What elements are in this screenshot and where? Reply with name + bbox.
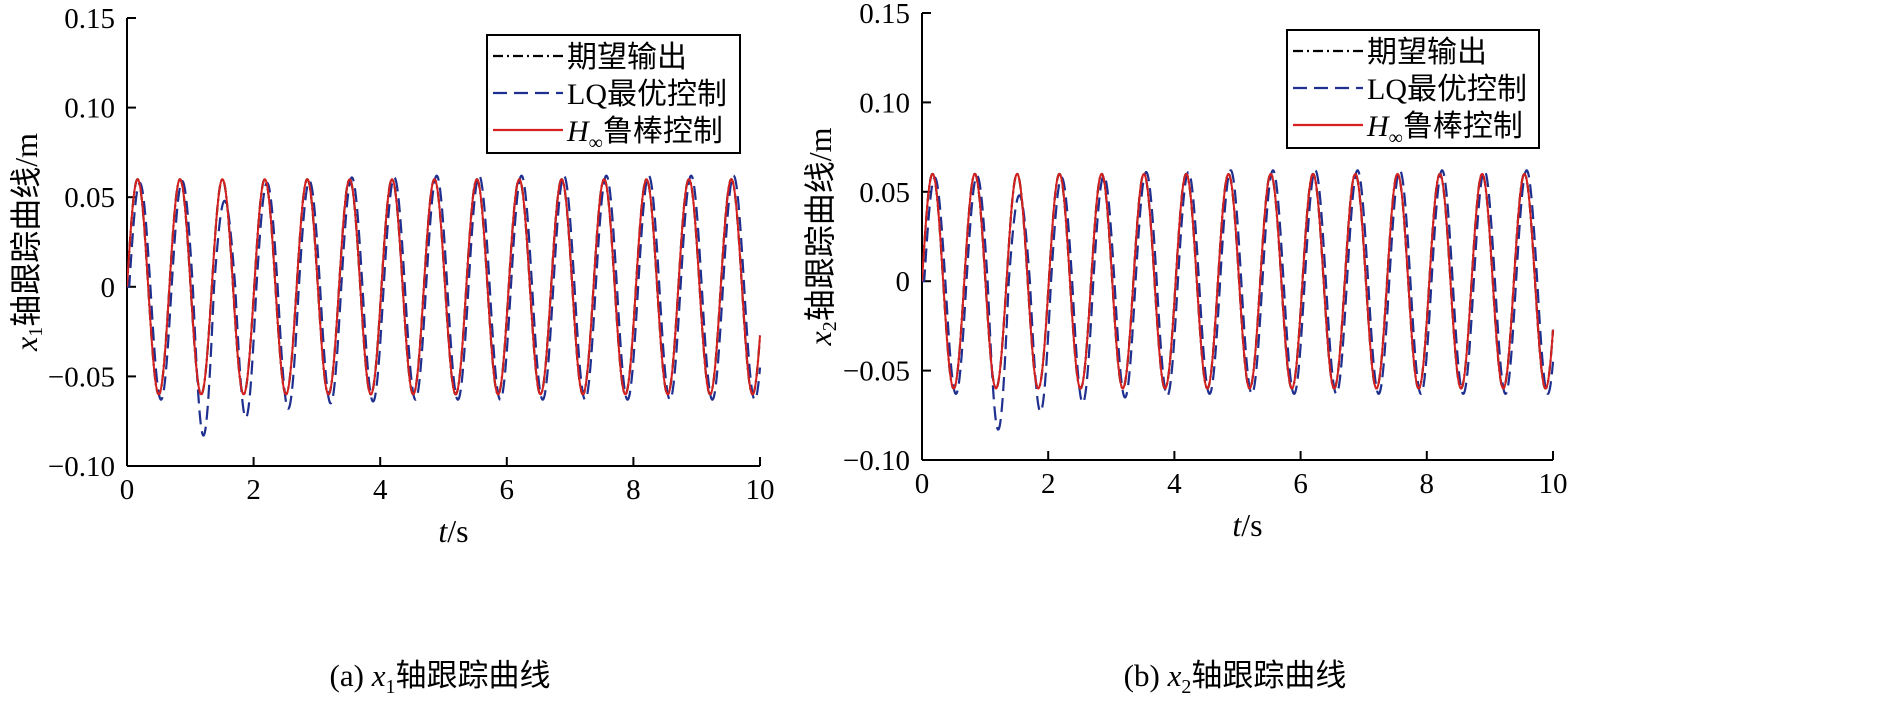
- x-tick-label: 0: [120, 474, 135, 506]
- y-tick-label: 0.10: [64, 93, 115, 125]
- chart-panel-a: 0.150.100.050−0.05−0.100 2 4 6 8 10t/sx1轴跟踪曲线…: [8, 3, 774, 698]
- figure-caption: (a) x1轴跟踪曲线: [330, 658, 551, 698]
- chart-panel-b: 0.150.100.050−0.05−0.100 2 4 6 8 10t/sx2轴跟踪曲线…: [802, 0, 1567, 698]
- series-line-h-inf-robust: [922, 172, 1554, 390]
- legend: 期望输出 LQ最优控制 H∞鲁棒控制: [1286, 29, 1540, 149]
- legend-label: H∞鲁棒控制: [566, 115, 723, 154]
- y-tick-label: 0.15: [64, 3, 115, 35]
- y-axis-label: x1轴跟踪曲线/m: [8, 133, 46, 352]
- x-tick-label: 2: [246, 474, 261, 506]
- legend-box: [486, 34, 741, 154]
- y-tick-label: 0.05: [64, 182, 115, 214]
- figure-caption: (b) x2轴跟踪曲线: [1124, 658, 1347, 698]
- legend-label: 期望输出: [567, 41, 687, 74]
- x-tick-label: 10: [746, 474, 775, 506]
- x-tick-label: 6: [500, 474, 515, 506]
- y-tick-label: −0.05: [843, 356, 910, 388]
- legend: 期望输出 LQ最优控制 H∞鲁棒控制: [486, 34, 741, 154]
- y-tick-label: −0.10: [48, 451, 115, 483]
- legend-label: LQ最优控制: [1367, 73, 1527, 106]
- series-line-desired-output: [127, 178, 762, 396]
- legend-label: LQ最优控制: [567, 78, 727, 111]
- y-tick-label: −0.10: [843, 445, 910, 477]
- x-tick-label: 6: [1293, 468, 1308, 500]
- x-axis-label: t/s: [438, 513, 468, 549]
- y-tick-label: 0: [101, 272, 116, 304]
- legend-box: [1286, 29, 1540, 149]
- x-tick-label: 4: [1167, 468, 1182, 500]
- y-axis-label: x2轴跟踪曲线/m: [802, 127, 840, 346]
- x-tick-label: 4: [373, 474, 388, 506]
- series-line-h-inf-robust: [127, 178, 761, 396]
- x-tick-label: 8: [626, 474, 641, 506]
- legend-label: 期望输出: [1367, 36, 1487, 69]
- x-tick-label: 10: [1539, 468, 1568, 500]
- x-tick-label: 2: [1041, 468, 1056, 500]
- series-line-lq-optimal: [922, 169, 1555, 431]
- y-tick-label: 0.10: [859, 87, 910, 119]
- y-tick-label: 0.05: [859, 177, 910, 209]
- y-tick-label: 0: [896, 266, 911, 298]
- x-axis-label: t/s: [1232, 507, 1262, 543]
- x-tick-label: 0: [915, 468, 930, 500]
- legend-label: H∞鲁棒控制: [1366, 110, 1523, 149]
- series-line-lq-optimal: [127, 174, 762, 437]
- y-tick-label: 0.15: [859, 0, 910, 30]
- x-tick-label: 8: [1420, 468, 1435, 500]
- y-tick-label: −0.05: [48, 361, 115, 393]
